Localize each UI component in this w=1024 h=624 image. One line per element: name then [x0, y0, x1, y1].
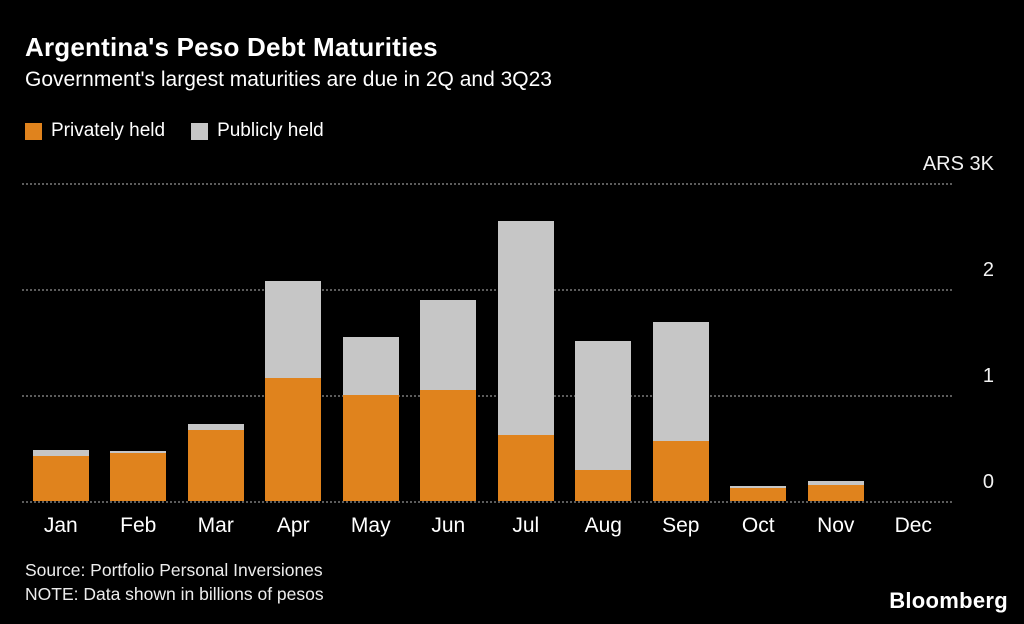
bar-segment-public: [497, 221, 554, 436]
bar-segment-public: [342, 336, 399, 395]
bar-column-may: [332, 183, 410, 501]
bar-column-aug: [565, 183, 643, 501]
chart-title: Argentina's Peso Debt Maturities: [25, 32, 438, 62]
bar-segment-public: [420, 299, 477, 390]
x-tick-label-apr: Apr: [276, 514, 310, 537]
legend: Privately held Publicly held: [25, 120, 324, 142]
bar-segment-private: [265, 378, 322, 501]
bar-stack: [497, 221, 554, 501]
x-tick-label-sep: Sep: [662, 514, 700, 537]
x-tick-label-nov: Nov: [817, 514, 855, 537]
bar-segment-private: [730, 488, 787, 501]
bar-stack: [652, 321, 709, 501]
bar-stack: [807, 480, 864, 501]
x-tick-label-oct: Oct: [741, 514, 775, 537]
x-tick-label-mar: Mar: [197, 514, 234, 537]
x-tick-label-may: May: [350, 514, 391, 537]
plot-area: [22, 183, 952, 503]
legend-item-publicly-held: Publicly held: [191, 120, 324, 142]
bar-column-feb: [100, 183, 178, 501]
bar-stack: [265, 280, 322, 501]
bar-column-jan: [22, 183, 100, 501]
legend-swatch-orange-icon: [25, 122, 42, 140]
bar-segment-private: [575, 470, 632, 501]
bar-segment-private: [32, 456, 89, 501]
gridline: [22, 183, 952, 185]
bar-segment-private: [652, 440, 709, 501]
bar-stack: [187, 423, 244, 501]
legend-label: Privately held: [51, 120, 166, 141]
bar-segment-public: [575, 340, 632, 471]
x-tick-label-jan: Jan: [43, 514, 78, 537]
y-tick-label: 1: [982, 365, 994, 387]
y-tick-label: ARS 3K: [922, 153, 994, 175]
x-tick-label-aug: Aug: [584, 514, 622, 537]
legend-swatch-gray-icon: [191, 122, 209, 140]
x-axis: Jan Feb Mar Apr May Jun Jul Aug Sep Oct Nov Dec: [22, 514, 952, 538]
bar-column-mar: [177, 183, 255, 501]
bar-stack: [32, 450, 89, 501]
bar-segment-private: [420, 389, 477, 501]
bar-column-sep: [642, 183, 720, 501]
legend-item-privately-held: Privately held: [25, 120, 165, 142]
bar-segment-private: [497, 435, 554, 501]
x-tick-label-jul: Jul: [512, 514, 540, 537]
source-text: Source: Portfolio Personal Inversiones: [25, 560, 323, 580]
bar-column-jul: [487, 183, 565, 501]
bar-stack: [420, 299, 477, 501]
x-tick-label-feb: Feb: [120, 514, 157, 537]
footnotes: Source: Portfolio Personal Inversiones N…: [25, 558, 324, 606]
bar-segment-private: [187, 429, 244, 501]
bar-segment-public: [730, 486, 787, 489]
bar-stack: [110, 451, 167, 501]
bars-container: [22, 183, 952, 501]
bloomberg-logo: Bloomberg: [889, 588, 1008, 613]
bar-segment-public: [32, 450, 89, 457]
bar-segment-private: [342, 395, 399, 501]
bar-segment-private: [807, 485, 864, 501]
x-tick-label-dec: Dec: [894, 514, 932, 537]
bar-segment-public: [807, 480, 864, 486]
x-tick-label-jun: Jun: [431, 514, 466, 537]
bar-segment-public: [187, 423, 244, 430]
legend-label: Publicly held: [217, 120, 324, 141]
chart-subtitle: Government's largest maturities are due …: [25, 68, 552, 91]
y-tick-label: 2: [982, 259, 994, 281]
note-text: NOTE: Data shown in billions of pesos: [25, 584, 324, 604]
bar-stack: [730, 486, 787, 501]
bar-segment-public: [110, 451, 167, 454]
bar-stack: [575, 340, 632, 501]
gridline: [22, 501, 952, 503]
y-tick-label: 0: [982, 471, 994, 493]
bar-column-jun: [410, 183, 488, 501]
bar-segment-public: [265, 280, 322, 379]
bar-segment-private: [110, 453, 167, 501]
bar-column-nov: [797, 183, 875, 501]
bar-stack: [342, 336, 399, 501]
gridline: [22, 289, 952, 291]
gridline: [22, 395, 952, 397]
bar-segment-public: [652, 321, 709, 441]
bar-column-dec: [875, 183, 953, 501]
bar-column-oct: [720, 183, 798, 501]
bar-column-apr: [255, 183, 333, 501]
